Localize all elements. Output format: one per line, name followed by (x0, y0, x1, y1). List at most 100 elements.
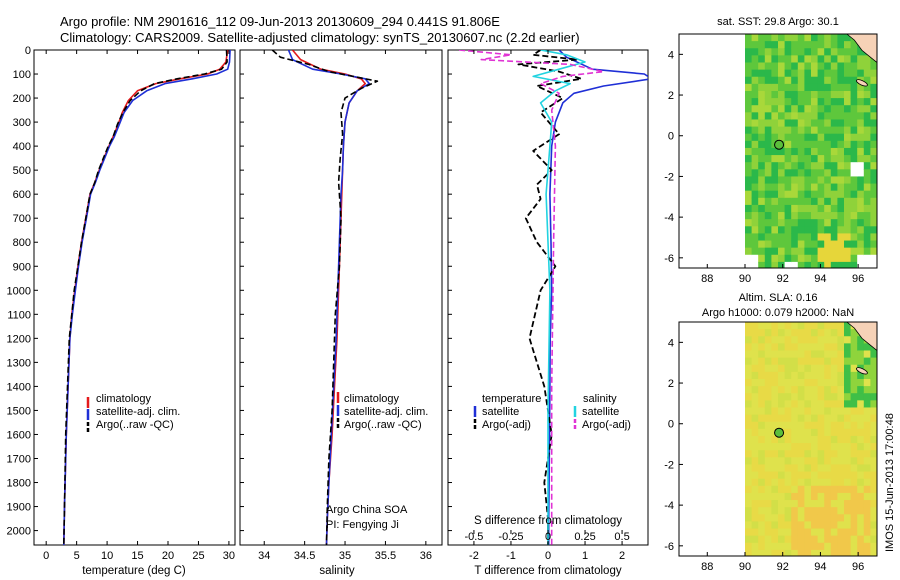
map-cell (791, 48, 799, 56)
map-cell (797, 364, 805, 373)
map-cell (857, 240, 865, 249)
map-cell (751, 204, 759, 213)
map-cell (863, 371, 871, 380)
map-cell (751, 254, 759, 263)
map-cell (817, 212, 825, 220)
map-cell (817, 378, 825, 387)
map-cell (811, 247, 819, 256)
map-cell (863, 98, 871, 106)
map-cell (791, 190, 799, 199)
map-cell (771, 378, 779, 387)
map-cell (791, 322, 799, 330)
map-cell (764, 162, 772, 170)
map-cell (877, 77, 884, 85)
map-cell (745, 76, 753, 85)
map-cell (758, 169, 766, 178)
map-cell (791, 240, 799, 249)
map-cell (844, 542, 852, 551)
map-cell (870, 105, 877, 113)
map-cell (797, 34, 805, 42)
map-cell (837, 247, 845, 256)
map-cell (863, 542, 871, 551)
map-cell (791, 464, 799, 473)
map-cell (758, 41, 766, 49)
map-xtick-label: 94 (814, 561, 826, 573)
map-cell (791, 535, 799, 544)
map-cell (745, 119, 753, 128)
map-cell (837, 435, 845, 444)
map-cell (817, 133, 825, 142)
map-cell (863, 393, 871, 401)
map-cell (830, 212, 838, 220)
map-cell (791, 435, 799, 444)
map-cell (771, 371, 779, 380)
map-cell (771, 542, 779, 551)
map-cell (791, 83, 799, 92)
map-cell (745, 435, 753, 444)
map-cell (850, 119, 858, 128)
map-cell (791, 350, 799, 359)
map-cell (850, 190, 858, 199)
map-cell (797, 450, 805, 458)
map-cell (771, 464, 779, 473)
map-cell (771, 147, 779, 156)
map-cell (811, 55, 819, 64)
map-cell (837, 343, 845, 352)
map-cell (811, 450, 819, 458)
map-cell (791, 507, 799, 515)
map-cell (784, 322, 792, 330)
difference-panel: -2 -1 0 1 2 -0.5 -0.25 0 0.25 0.5 S difference f… (447, 49, 649, 577)
map-cell (751, 219, 759, 227)
map-cell (863, 76, 871, 85)
map-cell (797, 48, 805, 56)
map-cell (758, 421, 766, 430)
depth-tick-label: 700 (13, 213, 31, 225)
map-cell (850, 393, 858, 401)
map-cell (850, 126, 858, 135)
map-cell (791, 471, 799, 480)
map-cell (764, 378, 772, 387)
map-cell (850, 350, 858, 359)
map-cell (751, 62, 759, 71)
map-cell (811, 386, 819, 394)
map-cell (811, 457, 819, 466)
map-ytick-label: 2 (668, 378, 674, 390)
map-xtick-label: 90 (739, 561, 751, 573)
map-cell (764, 55, 772, 64)
map-cell (811, 435, 819, 444)
map-cell (811, 155, 819, 163)
map-cell (837, 90, 845, 99)
map-cell (791, 162, 799, 170)
map-cell (870, 126, 877, 135)
map-cell (877, 112, 884, 120)
map-cell (751, 105, 759, 113)
map-cell (778, 514, 786, 523)
map-cell (791, 247, 799, 256)
map-cell (758, 378, 766, 387)
map-cell (877, 219, 884, 227)
map-cell (844, 428, 852, 437)
map-cell (817, 507, 825, 515)
map-cell (791, 378, 799, 387)
map-cell (764, 48, 772, 56)
map-cell (804, 41, 812, 49)
map-cell (751, 83, 759, 92)
map-cell (824, 126, 832, 135)
map-cell (824, 393, 832, 401)
map-cell (811, 212, 819, 220)
map-cell (804, 492, 812, 501)
map-cell (745, 147, 753, 156)
map-cell (857, 443, 865, 451)
map-cell (758, 83, 766, 92)
map-cell (837, 428, 845, 437)
map-cell (877, 91, 884, 99)
map-cell (824, 98, 832, 106)
map-cell (764, 464, 772, 473)
map-cell (870, 521, 877, 530)
map-cell (830, 41, 838, 49)
depth-tick-label: 1500 (7, 405, 31, 417)
difference-legend-temp-argo: Argo(-adj) (482, 419, 531, 431)
map-cell (751, 500, 759, 508)
map-cell (745, 140, 753, 149)
map-cell (804, 407, 812, 416)
